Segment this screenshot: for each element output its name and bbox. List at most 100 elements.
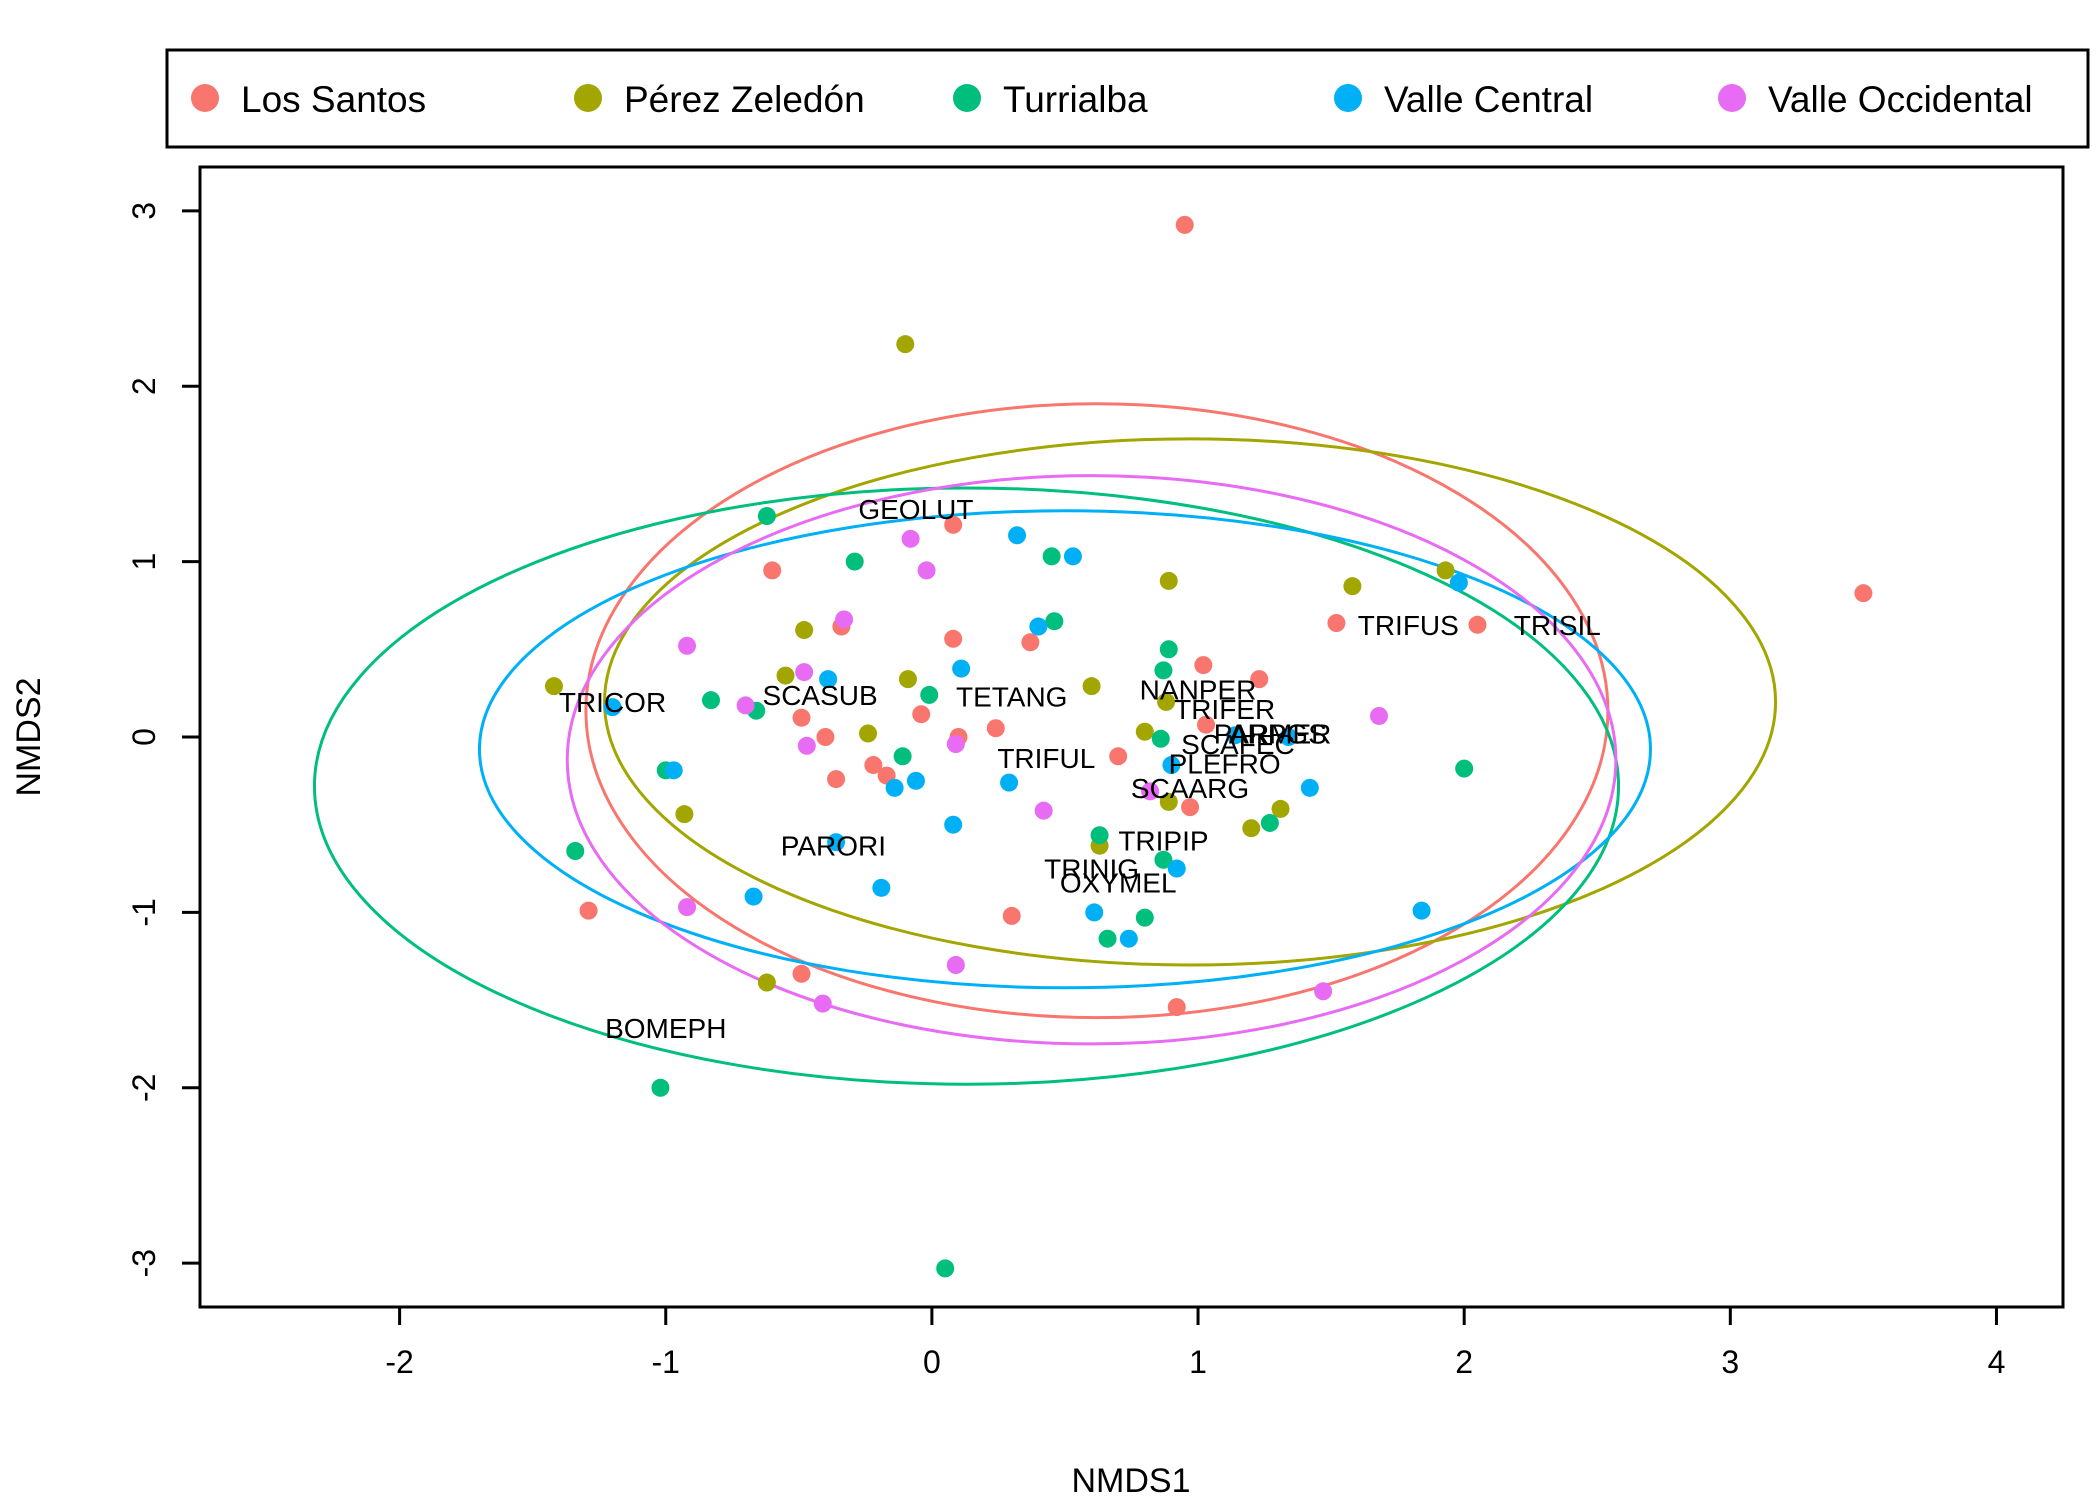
x-axis-label: NMDS1 [1071,1462,1190,1500]
point-valle-central [1029,617,1048,636]
point-turrialba [1260,813,1279,832]
point-p-rez-zeled-n [1082,677,1101,696]
point-los-santos [986,719,1005,738]
point-los-santos [1181,798,1200,817]
point-los-santos [1197,715,1216,734]
point-valle-central [1449,573,1468,592]
point-p-rez-zeled-n [1157,692,1176,711]
point-turrialba [1042,547,1061,566]
point-valle-central [1085,903,1104,922]
point-valle-central [744,887,763,906]
site-points [544,215,1873,1278]
point-turrialba [845,552,864,571]
point-p-rez-zeled-n [1271,799,1290,818]
x-tick-label: -2 [385,1344,413,1380]
point-los-santos [1175,215,1194,234]
point-valle-occidental [835,610,854,629]
x-tick-label: 4 [1988,1344,2006,1380]
point-p-rez-zeled-n [1159,571,1178,590]
point-los-santos [1194,656,1213,675]
point-p-rez-zeled-n [544,677,563,696]
point-turrialba [701,691,720,710]
legend-box [165,48,2090,149]
species-label: TETANG [956,682,1067,713]
point-valle-central [1000,773,1019,792]
point-p-rez-zeled-n [1135,722,1154,741]
point-turrialba [920,685,939,704]
species-label: PARMER [1214,718,1332,749]
point-p-rez-zeled-n [795,621,814,640]
legend-marker-los-santos [191,84,219,112]
species-label: SCASUB [763,680,878,711]
legend-marker-valle-occidental [1718,84,1746,112]
point-los-santos [1021,633,1040,652]
species-label: PLEFRO [1169,748,1281,779]
ellipse-p-rez-zeled-n [603,437,1778,967]
species-label: TRIFUL [997,743,1095,774]
point-valle-occidental [1314,982,1333,1001]
point-los-santos [763,561,782,580]
point-turrialba [1151,729,1170,748]
point-valle-central [827,833,846,852]
point-los-santos [1250,670,1269,689]
point-valle-occidental [736,696,755,715]
point-turrialba [1455,759,1474,778]
x-tick-label: 0 [923,1344,941,1380]
point-los-santos [816,728,835,746]
point-valle-occidental [1370,706,1389,725]
species-label: BOMEPH [605,1013,726,1044]
legend-label-valle-central: Valle Central [1384,79,1593,120]
legend-marker-valle-central [1334,84,1362,112]
point-turrialba [1154,661,1173,680]
point-los-santos [1167,998,1186,1017]
species-label: NANPER [1140,675,1257,706]
point-los-santos [1002,906,1021,925]
species-label: PARORI [781,831,886,862]
point-p-rez-zeled-n [776,666,795,685]
point-valle-central [1008,526,1027,545]
x-axis: -2 -1 0 1 2 3 4 [385,1305,2006,1380]
point-los-santos [579,901,598,920]
species-label: SCAARG [1131,773,1249,804]
point-turrialba [1045,612,1064,631]
point-valle-central [664,761,683,780]
point-turrialba [1135,908,1154,927]
y-axis: -3 -2 -1 0 1 2 3 [126,202,202,1277]
x-tick-label: 1 [1189,1344,1207,1380]
point-valle-central [603,698,622,717]
point-valle-central [952,659,971,678]
y-axis-label: NMDS2 [10,677,48,796]
x-tick-label: -1 [652,1344,680,1380]
point-los-santos [912,705,931,724]
point-valle-central [1300,778,1319,797]
point-valle-occidental [917,561,936,580]
point-valle-occidental [678,898,697,917]
confidence-ellipses [312,402,1778,1086]
point-p-rez-zeled-n [757,973,776,992]
point-valle-central [1063,547,1082,566]
x-tick-label: 2 [1455,1344,1473,1380]
point-valle-occidental [795,663,814,682]
legend-label-valle-occidental: Valle Occidental [1768,79,2033,120]
point-turrialba [651,1078,670,1097]
point-valle-central [906,771,925,790]
y-tick-label: 0 [126,728,162,746]
species-labels: GEOLUT TRIFUS TRISIL TRICOR SCASUB TETANG NANP… [559,494,1601,1044]
point-los-santos [792,964,811,983]
legend-label-p-rez-zeled-n: Pérez Zeledón [624,79,865,120]
point-valle-central [944,815,963,834]
legend: Los Santos Pérez Zeledón Turrialba Valle Ce… [165,48,2090,149]
species-label: ARPGS [1229,718,1327,749]
point-p-rez-zeled-n [859,724,878,743]
point-p-rez-zeled-n [1343,577,1362,596]
point-turrialba [936,1259,955,1278]
species-label: TRIFER [1174,694,1275,725]
point-p-rez-zeled-n [1242,819,1261,838]
y-tick-label: 2 [126,377,162,395]
point-los-santos [1327,614,1346,632]
point-p-rez-zeled-n [675,805,694,824]
ellipse-turrialba [312,486,1621,1086]
point-valle-occidental [813,994,832,1013]
ellipse-valle-occidental [565,474,1618,1046]
point-valle-central [885,778,904,797]
